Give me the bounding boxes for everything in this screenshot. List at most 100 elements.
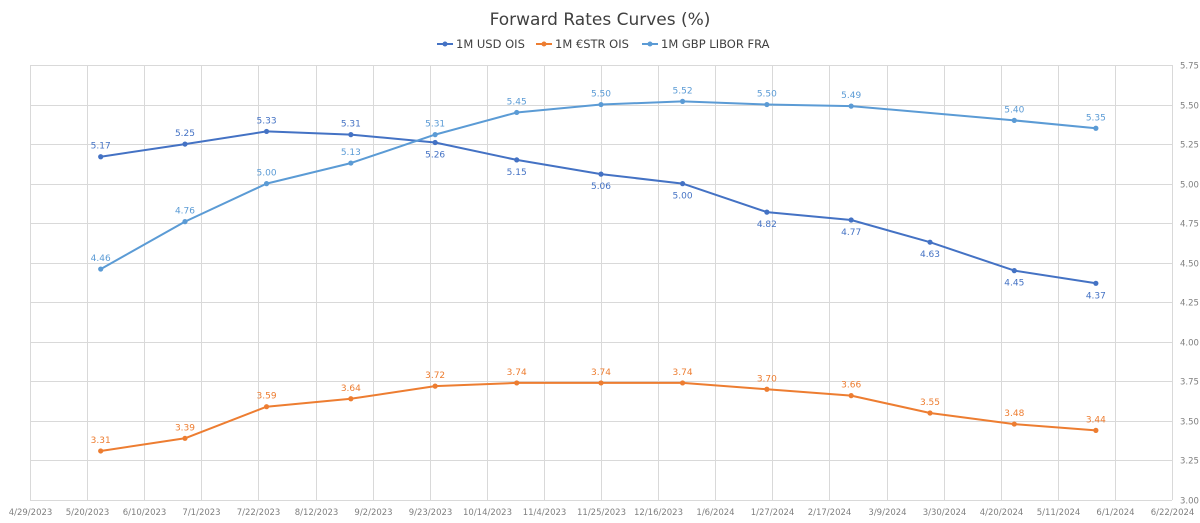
y-tick-label: 3.75 [1180, 378, 1199, 388]
data-point [1093, 280, 1099, 286]
data-label: 4.82 [757, 220, 777, 230]
x-tick-label: 3/30/2024 [923, 508, 967, 518]
data-point [1093, 125, 1099, 131]
x-tick-label: 8/12/2023 [295, 508, 339, 518]
data-point [764, 101, 770, 108]
y-tick-label: 4.25 [1180, 299, 1199, 309]
data-point [927, 410, 933, 416]
legend-item: 1M €STR OIS [536, 37, 629, 51]
data-point [348, 160, 354, 166]
data-label: 5.25 [175, 129, 195, 139]
data-label: 5.00 [673, 192, 693, 202]
legend-swatch-marker [541, 41, 547, 47]
data-point [598, 101, 604, 108]
y-tick-label: 5.50 [1180, 102, 1199, 112]
data-point [98, 266, 104, 272]
y-tick-label: 4.75 [1180, 220, 1199, 230]
data-label: 5.40 [1004, 105, 1024, 115]
data-point [98, 448, 104, 454]
data-label: 3.39 [175, 423, 195, 433]
legend-swatch-marker [442, 41, 448, 47]
y-tick-label: 3.00 [1180, 497, 1199, 507]
vertical-gridlines [30, 65, 1173, 500]
data-point [263, 181, 270, 187]
data-point [182, 141, 188, 147]
data-point [764, 209, 770, 215]
series-group [98, 128, 1099, 286]
x-tick-label: 11/4/2023 [523, 508, 567, 518]
data-point [514, 380, 520, 386]
data-point [679, 380, 686, 386]
legend-label: 1M GBP LIBOR FRA [661, 37, 770, 51]
data-point [514, 157, 520, 163]
data-label: 5.33 [257, 116, 277, 126]
chart-title: Forward Rates Curves (%) [490, 10, 711, 30]
legend: 1M USD OIS 1M €STR OIS 1M GBP LIBOR FRA [437, 37, 770, 51]
data-label: 5.26 [425, 151, 445, 161]
data-point [182, 435, 188, 441]
series-layer [98, 98, 1099, 454]
data-label: 5.17 [91, 142, 111, 152]
series-line [100, 381, 1096, 452]
data-point [848, 217, 854, 223]
x-tick-label: 5/11/2024 [1037, 508, 1081, 518]
data-label: 5.45 [507, 97, 527, 107]
data-point [598, 171, 604, 177]
y-tick-label: 4.00 [1180, 339, 1199, 349]
series-group [98, 98, 1099, 272]
x-tick-label: 1/6/2024 [696, 508, 734, 518]
data-label: 4.76 [175, 207, 195, 217]
x-tick-label: 11/25/2023 [577, 508, 626, 518]
data-label: 5.49 [841, 91, 861, 101]
x-tick-label: 4/20/2024 [980, 508, 1024, 518]
data-point [927, 239, 933, 245]
legend-item: 1M GBP LIBOR FRA [642, 37, 770, 51]
series-group [98, 380, 1099, 454]
data-label: 5.52 [673, 86, 693, 96]
data-label: 3.44 [1086, 415, 1106, 425]
x-tick-label: 7/22/2023 [237, 508, 281, 518]
data-label: 5.31 [341, 120, 361, 130]
y-tick-label: 3.50 [1180, 418, 1199, 428]
x-tick-label: 10/14/2023 [463, 508, 512, 518]
legend-label: 1M €STR OIS [555, 37, 629, 51]
x-tick-label: 4/29/2023 [9, 508, 53, 518]
x-tick-label: 1/27/2024 [751, 508, 795, 518]
data-label: 5.13 [341, 148, 361, 158]
x-tick-label: 6/10/2023 [123, 508, 167, 518]
y-tick-label: 3.25 [1180, 457, 1199, 467]
x-tick-label: 6/1/2024 [1096, 508, 1134, 518]
data-label: 3.70 [757, 374, 777, 384]
data-point [598, 380, 604, 386]
data-labels-layer: 5.17 5.25 5.33 5.31 5.26 5.15 5.06 5.00 4.82 4.77… [91, 86, 1106, 446]
data-label: 3.74 [673, 368, 693, 378]
x-tick-label: 9/23/2023 [409, 508, 453, 518]
data-label: 4.45 [1004, 279, 1024, 289]
x-tick-label: 7/1/2023 [182, 508, 220, 518]
data-label: 4.77 [841, 228, 861, 238]
data-label: 5.50 [757, 90, 777, 100]
legend-label: 1M USD OIS [456, 37, 525, 51]
horizontal-gridlines [30, 65, 1172, 501]
data-point [432, 139, 438, 146]
data-point [848, 103, 854, 109]
data-point [348, 396, 354, 402]
data-label: 3.64 [341, 384, 361, 394]
x-tick-label: 3/9/2024 [868, 508, 906, 518]
data-point [432, 132, 438, 138]
data-point [1011, 117, 1017, 123]
data-point [679, 181, 686, 187]
data-label: 5.50 [591, 90, 611, 100]
data-point [432, 383, 438, 389]
data-label: 3.59 [257, 392, 277, 402]
data-label: 5.00 [257, 169, 277, 179]
data-point [1011, 421, 1017, 427]
data-label: 3.31 [91, 436, 111, 446]
x-axis-tick-labels: 4/29/2023 5/20/2023 6/10/2023 7/1/2023 7/22/… [9, 508, 1195, 518]
legend-swatch-marker [647, 41, 653, 47]
data-label: 5.35 [1086, 113, 1106, 123]
data-point [263, 128, 270, 135]
series-line [100, 100, 1096, 270]
